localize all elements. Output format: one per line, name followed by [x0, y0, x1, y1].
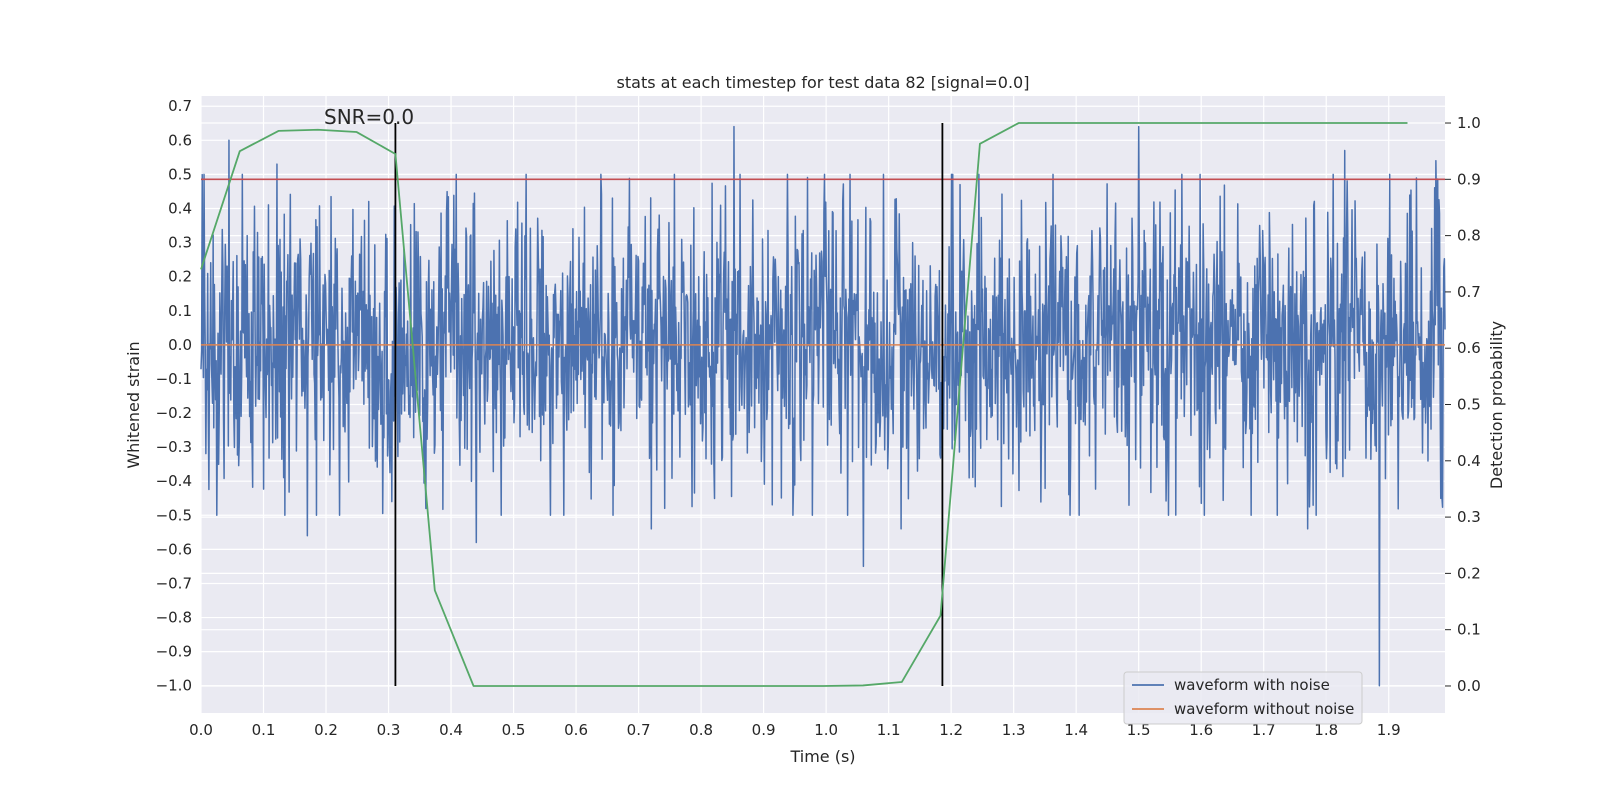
x-tick-label: 1.9: [1377, 721, 1401, 739]
y2-tick-label: 0.7: [1457, 283, 1481, 301]
x-axis-label: Time (s): [789, 747, 855, 766]
x-tick-label: 1.2: [939, 721, 963, 739]
y-tick-label: 0.2: [168, 268, 192, 286]
x-tick-label: 1.8: [1314, 721, 1338, 739]
series-line-noise: [200, 125, 1446, 687]
y-tick-label: 0.5: [168, 165, 192, 183]
y2-tick-label: 0.9: [1457, 170, 1481, 188]
y-tick-label: 0.6: [168, 131, 192, 149]
legend: waveform with noise waveform without noi…: [1123, 671, 1363, 725]
x-tick-label: 0.9: [752, 721, 776, 739]
x-tick-label: 1.4: [1064, 721, 1088, 739]
x-tick-label: 1.0: [814, 721, 838, 739]
y-tick-label: −0.8: [156, 609, 192, 627]
y-tick-label: −0.6: [156, 540, 192, 558]
y-tick-label: 0.7: [168, 97, 192, 115]
x-tick-label: 0.6: [564, 721, 588, 739]
y-ticks: 0.7 0.6 0.5 0.4 0.3 0.2 0.1 0.0 −0.1 −0.2 −0.3 −0.4…: [156, 97, 192, 695]
legend-label-noise: waveform with noise: [1174, 676, 1330, 694]
x-tick-label: 0.7: [627, 721, 651, 739]
y2-tick-label: 1.0: [1457, 114, 1481, 132]
overlay-layer: [200, 122, 1445, 687]
y-tick-label: −1.0: [156, 677, 192, 695]
y2-axis-label: Detection probability: [1487, 321, 1506, 489]
x-tick-label: 0.0: [189, 721, 213, 739]
y2-tick-label: 0.1: [1457, 621, 1481, 639]
y2-tick-label: 0.8: [1457, 227, 1481, 245]
y-tick-label: 0.1: [168, 302, 192, 320]
y-tick-label: −0.5: [156, 506, 192, 524]
y-tick-label: −0.9: [156, 643, 192, 661]
y-axis-label: Whitened strain: [124, 341, 143, 468]
y2-tick-label: 0.2: [1457, 564, 1481, 582]
y-tick-label: 0.0: [168, 336, 192, 354]
x-tick-label: 1.1: [877, 721, 901, 739]
x-tick-label: 0.4: [439, 721, 463, 739]
x-tick-label: 1.7: [1252, 721, 1276, 739]
x-tick-label: 1.3: [1002, 721, 1026, 739]
x-tick-label: 0.2: [314, 721, 338, 739]
snr-annotation: SNR=0.0: [324, 105, 414, 129]
x-tick-label: 0.3: [377, 721, 401, 739]
x-tick-label: 0.5: [502, 721, 526, 739]
y-tick-label: −0.7: [156, 574, 192, 592]
y-tick-label: −0.3: [156, 438, 192, 456]
legend-label-clean: waveform without noise: [1174, 700, 1354, 718]
x-tick-label: 0.8: [689, 721, 713, 739]
y-tick-label: −0.4: [156, 472, 192, 490]
series-layer: [200, 125, 1446, 687]
y2-tick-label: 0.5: [1457, 396, 1481, 414]
x-tick-label: 0.1: [252, 721, 276, 739]
legend-box: [1123, 671, 1363, 725]
y2-tick-label: 0.4: [1457, 452, 1481, 470]
y-tick-label: −0.1: [156, 370, 192, 388]
y2-tick-label: 0.0: [1457, 677, 1481, 695]
x-tick-label: 1.6: [1189, 721, 1213, 739]
x-tick-label: 1.5: [1127, 721, 1151, 739]
y-tick-label: 0.4: [168, 199, 192, 217]
y-tick-label: −0.2: [156, 404, 192, 422]
x-ticks: 0.0 0.1 0.2 0.3 0.4 0.5 0.6 0.7 0.8 0.9 1.0 1.1 1.2 1…: [189, 721, 1401, 739]
y2-tick-label: 0.3: [1457, 508, 1481, 526]
series-line-probability: [200, 122, 1408, 687]
y2-ticks: 1.0 0.9 0.8 0.7 0.6 0.5 0.4 0.3 0.2 0.1 0.0: [1445, 114, 1481, 695]
chart-title: stats at each timestep for test data 82 …: [617, 73, 1030, 92]
y-tick-label: 0.3: [168, 234, 192, 252]
y2-tick-label: 0.6: [1457, 339, 1481, 357]
